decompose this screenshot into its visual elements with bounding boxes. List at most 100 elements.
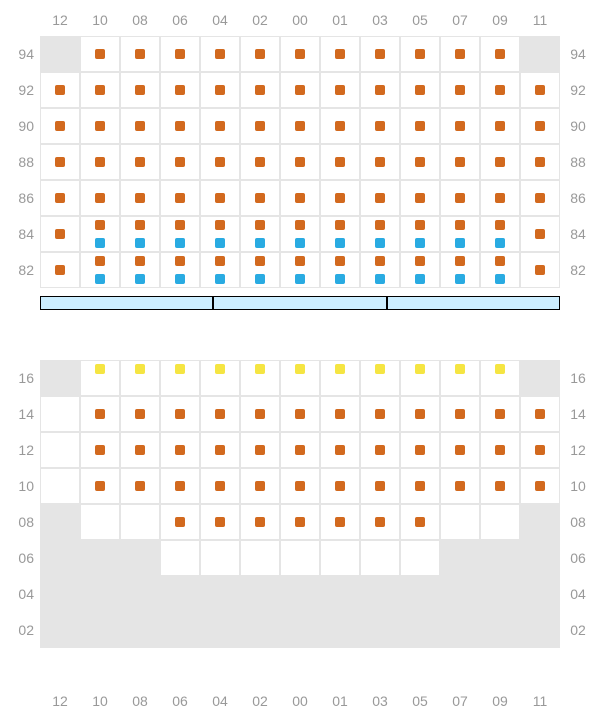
bottom-seat-marker[interactable] bbox=[255, 445, 265, 455]
top-seat-marker[interactable] bbox=[295, 49, 305, 59]
top-seat-marker[interactable] bbox=[415, 85, 425, 95]
bottom-seat-marker[interactable] bbox=[535, 409, 545, 419]
bottom-cell[interactable] bbox=[360, 576, 400, 612]
bottom-seat-marker[interactable] bbox=[415, 517, 425, 527]
bottom-seat-marker[interactable] bbox=[175, 481, 185, 491]
bottom-cell[interactable] bbox=[280, 540, 320, 576]
top-seat-marker[interactable] bbox=[175, 121, 185, 131]
top-seat-marker[interactable] bbox=[455, 121, 465, 131]
bottom-cell[interactable] bbox=[240, 576, 280, 612]
top-seat-marker[interactable] bbox=[215, 220, 225, 230]
top-seat-marker[interactable] bbox=[295, 256, 305, 266]
top-seat-marker[interactable] bbox=[215, 157, 225, 167]
top-seat-marker[interactable] bbox=[535, 229, 545, 239]
bottom-seat-marker[interactable] bbox=[135, 409, 145, 419]
top-seat-marker[interactable] bbox=[135, 238, 145, 248]
top-seat-marker[interactable] bbox=[535, 157, 545, 167]
bottom-cell[interactable] bbox=[480, 612, 520, 648]
top-seat-marker[interactable] bbox=[215, 85, 225, 95]
bottom-cell[interactable] bbox=[120, 540, 160, 576]
top-seat-marker[interactable] bbox=[55, 265, 65, 275]
top-seat-marker[interactable] bbox=[375, 238, 385, 248]
bottom-seat-marker[interactable] bbox=[95, 445, 105, 455]
top-cell[interactable] bbox=[40, 36, 80, 72]
top-seat-marker[interactable] bbox=[55, 193, 65, 203]
bottom-cell[interactable] bbox=[520, 360, 560, 396]
top-seat-marker[interactable] bbox=[55, 121, 65, 131]
top-seat-marker[interactable] bbox=[455, 220, 465, 230]
top-seat-marker[interactable] bbox=[375, 193, 385, 203]
bottom-seat-marker[interactable] bbox=[295, 517, 305, 527]
top-seat-marker[interactable] bbox=[495, 220, 505, 230]
top-seat-marker[interactable] bbox=[415, 193, 425, 203]
top-seat-marker[interactable] bbox=[255, 157, 265, 167]
top-seat-marker[interactable] bbox=[495, 157, 505, 167]
bottom-seat-marker[interactable] bbox=[415, 445, 425, 455]
top-seat-marker[interactable] bbox=[415, 220, 425, 230]
top-seat-marker[interactable] bbox=[375, 157, 385, 167]
top-seat-marker[interactable] bbox=[135, 193, 145, 203]
bottom-seat-marker[interactable] bbox=[255, 517, 265, 527]
top-seat-marker[interactable] bbox=[455, 274, 465, 284]
top-seat-marker[interactable] bbox=[535, 85, 545, 95]
bottom-seat-marker[interactable] bbox=[295, 364, 305, 374]
top-seat-marker[interactable] bbox=[135, 220, 145, 230]
bottom-seat-marker[interactable] bbox=[335, 409, 345, 419]
bottom-seat-marker[interactable] bbox=[95, 481, 105, 491]
top-seat-marker[interactable] bbox=[495, 121, 505, 131]
bottom-seat-marker[interactable] bbox=[335, 445, 345, 455]
bottom-seat-marker[interactable] bbox=[95, 409, 105, 419]
top-seat-marker[interactable] bbox=[135, 85, 145, 95]
top-seat-marker[interactable] bbox=[255, 256, 265, 266]
bottom-cell[interactable] bbox=[520, 612, 560, 648]
bottom-seat-marker[interactable] bbox=[495, 445, 505, 455]
top-seat-marker[interactable] bbox=[215, 256, 225, 266]
top-seat-marker[interactable] bbox=[295, 274, 305, 284]
top-seat-marker[interactable] bbox=[215, 193, 225, 203]
bottom-seat-marker[interactable] bbox=[255, 409, 265, 419]
top-seat-marker[interactable] bbox=[375, 220, 385, 230]
top-seat-marker[interactable] bbox=[175, 238, 185, 248]
top-seat-marker[interactable] bbox=[455, 49, 465, 59]
top-seat-marker[interactable] bbox=[215, 274, 225, 284]
top-seat-marker[interactable] bbox=[495, 274, 505, 284]
bottom-cell[interactable] bbox=[320, 576, 360, 612]
bottom-seat-marker[interactable] bbox=[335, 517, 345, 527]
bottom-cell[interactable] bbox=[480, 504, 520, 540]
top-seat-marker[interactable] bbox=[295, 85, 305, 95]
top-seat-marker[interactable] bbox=[535, 193, 545, 203]
bottom-seat-marker[interactable] bbox=[415, 481, 425, 491]
top-seat-marker[interactable] bbox=[95, 256, 105, 266]
bottom-cell[interactable] bbox=[200, 612, 240, 648]
bottom-cell[interactable] bbox=[320, 612, 360, 648]
bottom-cell[interactable] bbox=[240, 612, 280, 648]
top-seat-marker[interactable] bbox=[215, 49, 225, 59]
bottom-cell[interactable] bbox=[440, 504, 480, 540]
top-seat-marker[interactable] bbox=[455, 238, 465, 248]
top-seat-marker[interactable] bbox=[135, 49, 145, 59]
top-seat-marker[interactable] bbox=[95, 121, 105, 131]
top-seat-marker[interactable] bbox=[95, 85, 105, 95]
bottom-cell[interactable] bbox=[40, 360, 80, 396]
top-seat-marker[interactable] bbox=[375, 85, 385, 95]
top-seat-marker[interactable] bbox=[255, 238, 265, 248]
bottom-cell[interactable] bbox=[320, 540, 360, 576]
top-seat-marker[interactable] bbox=[335, 121, 345, 131]
bottom-cell[interactable] bbox=[400, 612, 440, 648]
top-seat-marker[interactable] bbox=[55, 85, 65, 95]
bottom-cell[interactable] bbox=[40, 504, 80, 540]
bottom-seat-marker[interactable] bbox=[215, 517, 225, 527]
top-seat-marker[interactable] bbox=[95, 49, 105, 59]
top-seat-marker[interactable] bbox=[415, 274, 425, 284]
bottom-cell[interactable] bbox=[280, 576, 320, 612]
top-seat-marker[interactable] bbox=[55, 157, 65, 167]
bottom-cell[interactable] bbox=[160, 576, 200, 612]
top-seat-marker[interactable] bbox=[135, 256, 145, 266]
top-seat-marker[interactable] bbox=[215, 238, 225, 248]
bottom-seat-marker[interactable] bbox=[175, 364, 185, 374]
top-seat-marker[interactable] bbox=[455, 85, 465, 95]
bottom-cell[interactable] bbox=[240, 540, 280, 576]
bottom-seat-marker[interactable] bbox=[535, 481, 545, 491]
top-seat-marker[interactable] bbox=[135, 121, 145, 131]
top-seat-marker[interactable] bbox=[495, 238, 505, 248]
